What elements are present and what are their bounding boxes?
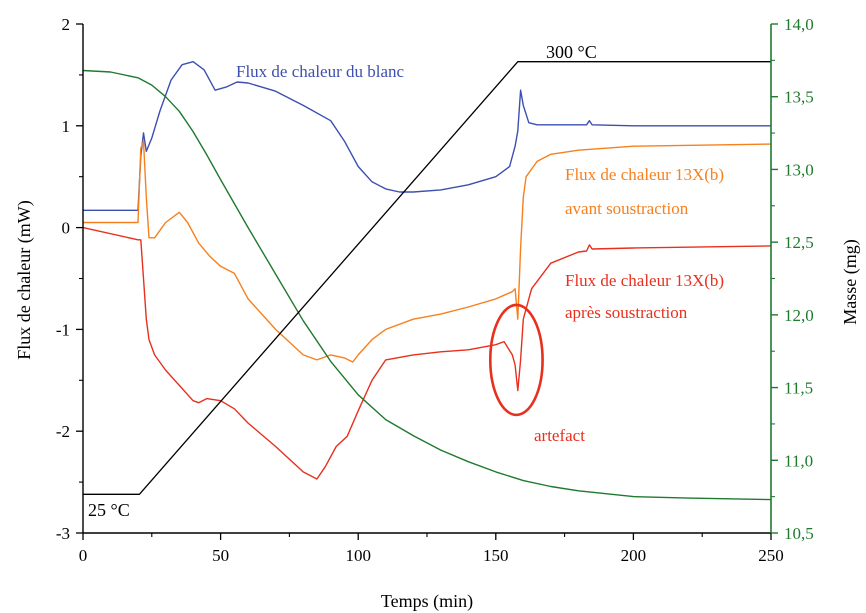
series-line-blanc — [83, 61, 771, 212]
label-avant-line2: avant soustraction — [565, 199, 689, 218]
series-line-apres — [82, 226, 772, 480]
axes-layer: 0 50 100 150 200 250 -3 -2 -1 0 1 2 10,5 11,0 11,5 12,0… — [56, 15, 814, 565]
series-line-temperature — [83, 61, 771, 495]
artefact-ellipse — [488, 303, 544, 417]
label-apres-line2: après soustraction — [565, 303, 688, 322]
y2-tick-label: 11,0 — [784, 451, 813, 470]
series-layer — [82, 61, 772, 501]
series-line-avant — [83, 140, 772, 363]
y-tick-label: 2 — [62, 15, 71, 34]
y-tick-label: -1 — [56, 320, 70, 339]
y2-tick-label: 11,5 — [784, 379, 813, 398]
y2-tick-label: 13,0 — [784, 160, 814, 179]
x-tick-label: 200 — [621, 546, 647, 565]
x-tick-label: 0 — [79, 546, 88, 565]
label-avant-line1: Flux de chaleur 13X(b) — [565, 165, 724, 184]
x-axis-title: Temps (min) — [381, 591, 473, 612]
left-y-axis-title: Flux de chaleur (mW) — [14, 200, 35, 359]
y2-tick-label: 12,0 — [784, 306, 814, 325]
label-blanc: Flux de chaleur du blanc — [236, 62, 405, 81]
y-tick-label: -3 — [56, 524, 70, 543]
x-tick-label: 50 — [212, 546, 229, 565]
x-tick-label: 150 — [483, 546, 509, 565]
y2-tick-label: 10,5 — [784, 524, 814, 543]
y-tick-label: -2 — [56, 422, 70, 441]
right-y-axis-title: Masse (mg) — [840, 239, 861, 324]
y2-tick-label: 12,5 — [784, 233, 814, 252]
label-temp-low: 25 °C — [88, 500, 130, 520]
label-artefact: artefact — [534, 426, 585, 445]
series-line-masse — [82, 69, 772, 501]
x-tick-label: 250 — [758, 546, 784, 565]
label-apres-line1: Flux de chaleur 13X(b) — [565, 271, 724, 290]
y2-tick-label: 14,0 — [784, 15, 814, 34]
x-tick-label: 100 — [345, 546, 371, 565]
label-temp-high: 300 °C — [546, 42, 597, 62]
y-tick-label: 0 — [62, 219, 71, 238]
y-tick-label: 1 — [62, 117, 71, 136]
y2-tick-label: 13,5 — [784, 88, 814, 107]
